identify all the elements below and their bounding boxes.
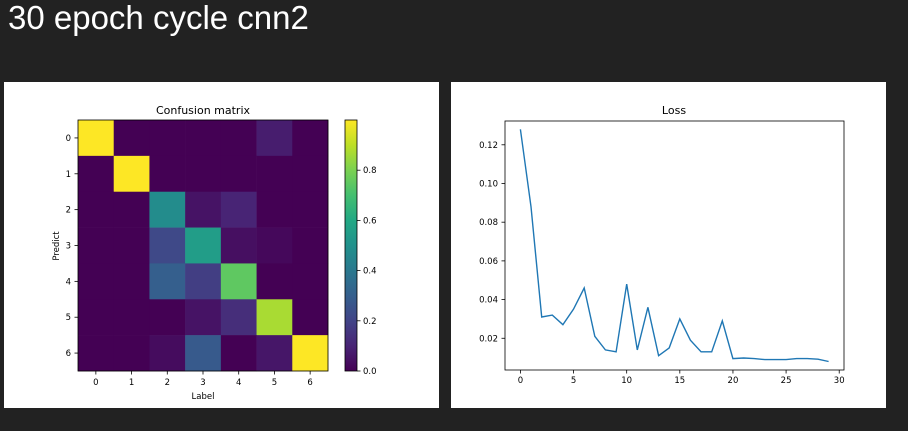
x-tick-label: 5	[571, 376, 576, 386]
heatmap-cell	[185, 155, 222, 193]
heatmap-cell	[113, 191, 150, 228]
heatmap-cell	[149, 299, 186, 336]
heatmap-cell	[185, 299, 222, 336]
loss-title: Loss	[662, 104, 686, 117]
heatmap-cell	[292, 227, 329, 264]
x-tick-label: 1	[129, 378, 134, 388]
y-tick-label: 0.06	[479, 257, 498, 267]
heatmap-cell	[256, 263, 293, 300]
heatmap-cell	[185, 120, 222, 157]
heatmap-cell	[149, 335, 186, 372]
heatmap-cell	[78, 227, 115, 264]
heatmap-cell	[256, 299, 293, 336]
loss-chart: Loss 0 5 10 15 20 25 30 0.02 0.04 0.06 0.08 0.10 0.1…	[479, 104, 845, 386]
heatmap-cell	[149, 155, 186, 193]
x-tick-label: 6	[307, 378, 312, 388]
y-tick-label: 5	[66, 313, 71, 323]
y-tick-label: 0.04	[479, 296, 498, 306]
heatmap-cell	[292, 263, 329, 300]
heatmap-cell	[113, 227, 150, 264]
loss-plot-frame	[504, 120, 845, 371]
x-tick-label: 0	[518, 376, 523, 386]
heatmap-cell	[220, 335, 257, 372]
y-tick-label: 2	[66, 206, 71, 216]
y-tick-label: 0.12	[479, 141, 498, 151]
heatmap-cell	[78, 299, 115, 336]
heatmap-cell	[149, 263, 186, 300]
y-tick-label: 0	[66, 134, 71, 144]
heatmap-cell	[220, 120, 257, 157]
y-tick-label: 0.02	[479, 334, 498, 344]
heatmap-cell	[78, 335, 115, 372]
heatmap-cell	[78, 155, 115, 193]
heatmap-cell	[292, 299, 329, 336]
colorbar	[344, 119, 358, 372]
page-title: 30 epoch cycle cnn2	[8, 0, 309, 36]
y-tick-label: 6	[66, 349, 71, 359]
heatmap-cell	[220, 191, 257, 228]
x-tick-label: 20	[728, 376, 739, 386]
heatmap-cell	[220, 155, 257, 193]
heatmap-cell	[78, 263, 115, 300]
x-tick-label: 0	[93, 378, 98, 388]
heatmap-cell	[185, 263, 222, 300]
heatmap-cell	[220, 227, 257, 264]
heatmap-cell	[292, 335, 329, 372]
heatmap-cell	[185, 191, 222, 228]
colorbar-tick-label: 0.0	[363, 367, 377, 377]
x-tick-label: 30	[834, 376, 845, 386]
heatmap-cell	[113, 120, 150, 157]
x-tick-label: 5	[272, 378, 277, 388]
loss-series-line	[519, 129, 829, 363]
colorbar-tick-label: 0.6	[363, 216, 377, 226]
x-tick-label: 25	[781, 376, 792, 386]
heatmap-cell	[256, 335, 293, 372]
heatmap-cell	[185, 227, 222, 264]
loss-panel: Loss 0 5 10 15 20 25 30 0.02 0.04 0.06 0.08 0.10 0.1…	[451, 82, 886, 408]
y-tick-label: 1	[66, 170, 71, 180]
heatmap-cell	[149, 227, 186, 264]
confusion-matrix-title: Confusion matrix	[156, 104, 251, 117]
colorbar-tick-label: 0.8	[363, 166, 377, 176]
heatmap-cell	[256, 155, 293, 193]
x-tick-label: 2	[165, 378, 170, 388]
x-tick-label: 10	[621, 376, 632, 386]
confusion-matrix-panel: Confusion matrix 0 1 2 3 4 5 6 0 1 2 3 4 5 6 Label Pr…	[4, 82, 439, 408]
y-axis-label: Predict	[52, 231, 62, 261]
y-tick-label: 0.08	[479, 218, 498, 228]
heatmap-cell	[113, 299, 150, 336]
y-tick-label: 0.10	[479, 179, 498, 189]
heatmap-cell	[78, 191, 115, 228]
heatmap-cell	[220, 263, 257, 300]
heatmap-cell	[113, 335, 150, 372]
heatmap-cell	[220, 299, 257, 336]
heatmap-cell	[149, 191, 186, 228]
x-tick-label: 15	[674, 376, 685, 386]
heatmap-cell	[256, 191, 293, 228]
heatmap-cell	[113, 155, 150, 193]
y-tick-label: 3	[66, 242, 71, 252]
x-tick-label: 4	[236, 378, 241, 388]
colorbar-tick-label: 0.4	[363, 267, 377, 277]
heatmap-cell	[113, 263, 150, 300]
colorbar-tick-label: 0.2	[363, 317, 377, 327]
confusion-matrix-chart: Confusion matrix 0 1 2 3 4 5 6 0 1 2 3 4 5 6 Label Pr…	[52, 104, 377, 402]
heatmap-cell	[78, 120, 115, 157]
x-axis-label: Label	[192, 392, 215, 402]
heatmap-cell	[292, 191, 329, 228]
x-tick-label: 3	[200, 378, 205, 388]
heatmap-cell	[149, 120, 186, 157]
heatmap-cell	[256, 120, 293, 157]
heatmap-cell	[292, 155, 329, 193]
y-tick-label: 4	[66, 277, 71, 287]
heatmap-cell	[292, 120, 329, 157]
heatmap-cell	[256, 227, 293, 264]
heatmap-cell	[185, 335, 222, 372]
